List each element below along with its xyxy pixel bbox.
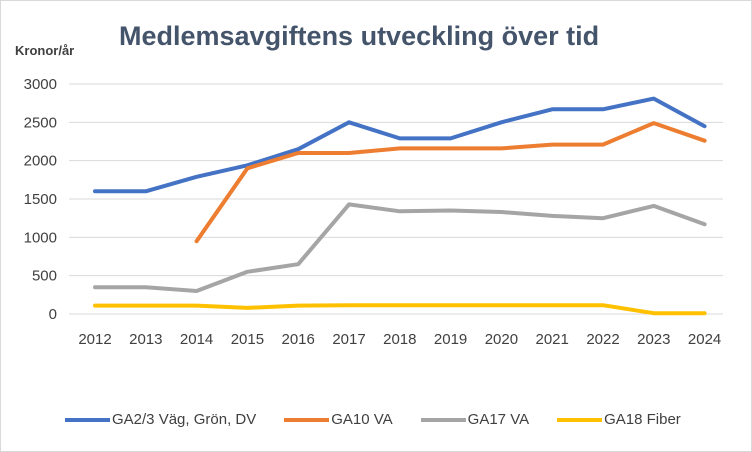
series-line-4 [93,303,707,316]
legend-swatch [420,417,466,422]
y-tick-label: 1000 [24,229,57,246]
legend-label: GA17 VA [467,411,530,428]
x-tick-label: 2015 [231,331,264,348]
x-axis-ticks: 2012 2013 2014 2015 2016 2017 2018 2019 2020 2021… [78,331,721,348]
legend-label: GA18 Fiber [604,411,681,428]
series-line-3 [93,202,707,293]
x-tick-label: 2021 [536,331,569,348]
legend-item: GA2/3 Väg, Grön, DV [65,411,256,428]
x-tick-label: 2023 [637,331,670,348]
x-tick-label: 2013 [129,331,162,348]
x-tick-label: 2020 [485,331,518,348]
x-tick-label: 2024 [688,331,721,348]
series-line-2 [194,121,707,244]
y-axis-unit-label: Kronor/år [15,43,75,58]
y-tick-label: 3000 [24,76,57,93]
legend-label: GA10 VA [331,411,393,428]
chart-legend: GA2/3 Väg, Grön, DV GA10 VA GA17 VA GA18 Fi… [65,411,709,428]
legend-item: GA10 VA [284,411,393,428]
x-tick-label: 2014 [180,331,213,348]
y-tick-label: 2500 [24,114,57,131]
legend-label: GA2/3 Väg, Grön, DV [112,411,257,428]
legend-item: GA17 VA [420,411,530,428]
chart-title: Medlemsavgiftens utveckling över tid [119,21,600,51]
y-tick-label: 2000 [24,153,57,170]
y-tick-label: 1500 [24,191,57,208]
series-line-1 [93,96,707,194]
y-tick-label: 500 [32,268,57,285]
x-tick-label: 2019 [434,331,467,348]
gridlines [69,83,723,315]
legend-swatch [284,417,330,422]
x-tick-label: 2018 [383,331,416,348]
x-tick-label: 2017 [332,331,365,348]
legend-swatch [65,417,110,422]
legend-item: GA18 Fiber [557,411,681,428]
series-lines [93,96,707,316]
x-tick-label: 2022 [586,331,619,348]
y-axis-ticks: 0 500 1000 1500 2000 2500 3000 [24,76,57,323]
y-tick-label: 0 [49,306,57,323]
x-tick-label: 2012 [78,331,111,348]
x-tick-label: 2016 [282,331,315,348]
legend-swatch [557,417,603,422]
